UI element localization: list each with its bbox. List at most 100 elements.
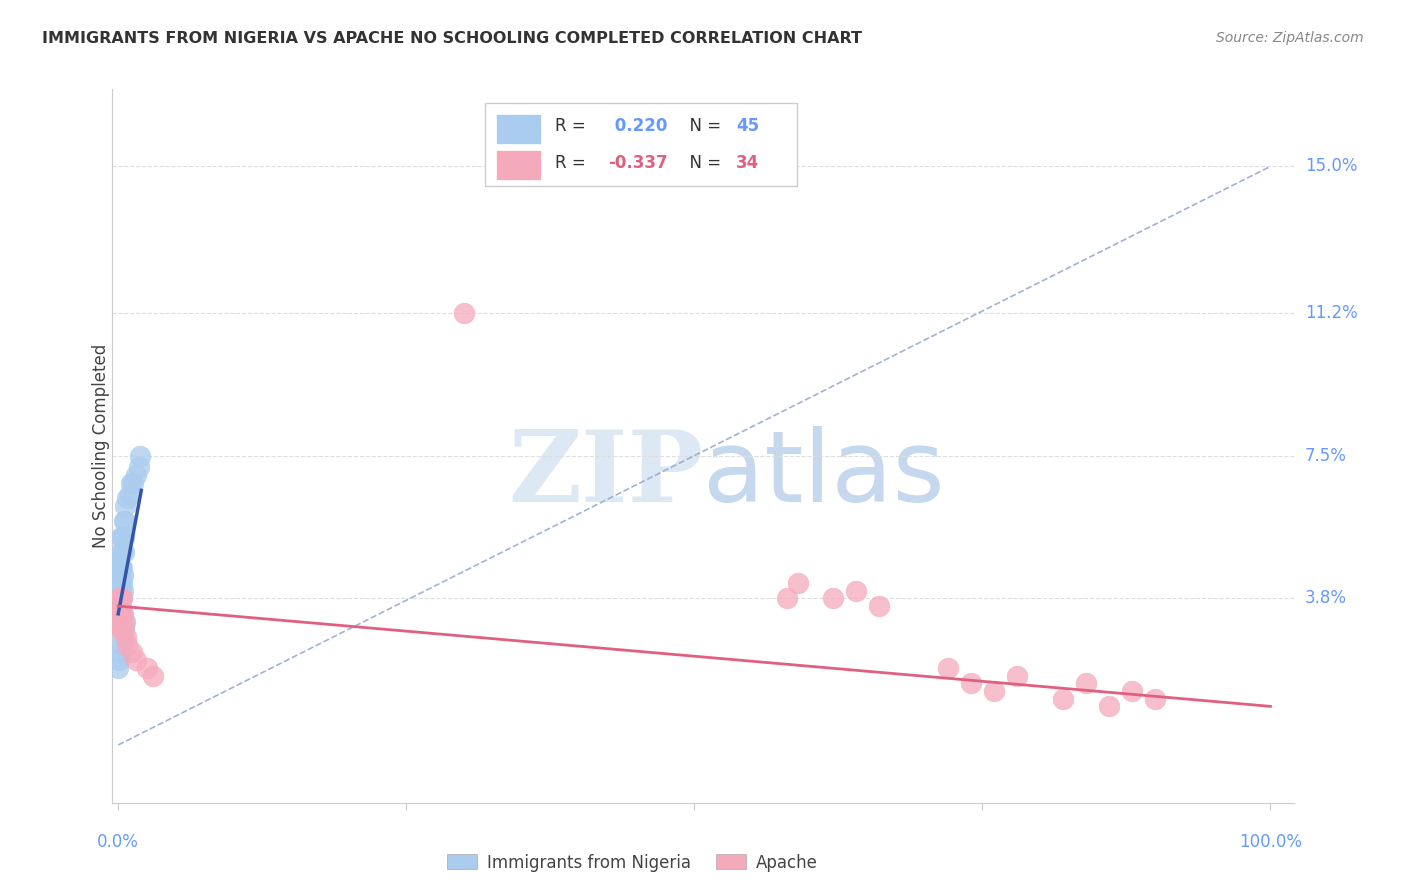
Point: [111, 530, 134, 544]
Point: [112, 622, 135, 636]
Point: [775, 591, 797, 606]
Point: [107, 607, 129, 621]
Point: [110, 622, 132, 636]
Point: [108, 599, 131, 613]
Point: [1098, 699, 1121, 714]
Point: [110, 560, 132, 574]
Point: [107, 607, 129, 621]
Point: [110, 583, 132, 598]
Point: [111, 622, 134, 636]
Point: [117, 638, 139, 652]
Point: [453, 306, 475, 320]
Point: [111, 638, 134, 652]
Point: [120, 475, 142, 490]
Text: 0.0%: 0.0%: [97, 833, 139, 851]
Bar: [496, 151, 541, 180]
Point: [114, 615, 136, 629]
Text: -0.337: -0.337: [609, 153, 668, 171]
Text: 0.220: 0.220: [609, 118, 666, 136]
Text: 34: 34: [737, 153, 759, 171]
Point: [111, 568, 134, 582]
Point: [111, 607, 134, 621]
Point: [821, 591, 844, 606]
Point: [936, 661, 959, 675]
Point: [136, 661, 159, 675]
Point: [111, 576, 134, 591]
Point: [111, 583, 134, 598]
Point: [111, 591, 134, 606]
Point: [115, 630, 138, 644]
Point: [108, 553, 131, 567]
Text: N =: N =: [679, 153, 727, 171]
Point: [1144, 691, 1167, 706]
Point: [129, 449, 152, 463]
Point: [121, 645, 143, 659]
Point: [114, 514, 136, 528]
Point: [1121, 684, 1143, 698]
Point: [108, 591, 131, 606]
Text: R =: R =: [555, 153, 592, 171]
Point: [110, 568, 132, 582]
Point: [114, 499, 136, 513]
Point: [110, 591, 132, 606]
Y-axis label: No Schooling Completed: No Schooling Completed: [93, 344, 110, 548]
Point: [110, 591, 132, 606]
Point: [845, 583, 868, 598]
Point: [107, 661, 129, 675]
Point: [108, 576, 131, 591]
Point: [110, 607, 132, 621]
Point: [108, 568, 131, 582]
Point: [110, 530, 132, 544]
Point: [117, 491, 139, 505]
Point: [108, 653, 131, 667]
Point: [110, 545, 132, 559]
Point: [110, 607, 132, 621]
Point: [124, 467, 146, 482]
Point: [108, 583, 131, 598]
Text: atlas: atlas: [703, 426, 945, 523]
Point: [128, 460, 150, 475]
Point: [111, 591, 134, 606]
Point: [1052, 691, 1074, 706]
Point: [108, 560, 131, 574]
Point: [122, 475, 145, 490]
Point: [112, 615, 135, 629]
Text: 7.5%: 7.5%: [1305, 447, 1347, 465]
Text: 11.2%: 11.2%: [1305, 304, 1357, 322]
Point: [110, 599, 132, 613]
Point: [110, 645, 132, 659]
Text: Source: ZipAtlas.com: Source: ZipAtlas.com: [1216, 31, 1364, 45]
Point: [118, 487, 141, 501]
Point: [868, 599, 890, 613]
Point: [108, 599, 131, 613]
Text: 45: 45: [737, 118, 759, 136]
Text: 3.8%: 3.8%: [1305, 590, 1347, 607]
Point: [108, 591, 131, 606]
Text: 100.0%: 100.0%: [1239, 833, 1302, 851]
Legend: Immigrants from Nigeria, Apache: Immigrants from Nigeria, Apache: [441, 848, 823, 877]
Point: [1005, 668, 1028, 682]
Point: [112, 530, 135, 544]
Point: [111, 560, 134, 574]
Point: [108, 607, 131, 621]
Point: [787, 576, 810, 591]
Point: [111, 607, 134, 621]
Point: [111, 622, 134, 636]
Bar: [496, 114, 541, 145]
FancyBboxPatch shape: [485, 103, 797, 186]
Point: [112, 514, 135, 528]
Point: [108, 607, 131, 621]
Point: [124, 653, 146, 667]
Point: [1074, 676, 1097, 690]
Point: [142, 668, 165, 682]
Point: [960, 676, 983, 690]
Text: R =: R =: [555, 118, 592, 136]
Text: 15.0%: 15.0%: [1305, 157, 1357, 176]
Point: [111, 630, 134, 644]
Point: [112, 545, 135, 559]
Point: [983, 684, 1005, 698]
Text: N =: N =: [679, 118, 727, 136]
Text: ZIP: ZIP: [508, 426, 703, 523]
Point: [110, 576, 132, 591]
Text: IMMIGRANTS FROM NIGERIA VS APACHE NO SCHOOLING COMPLETED CORRELATION CHART: IMMIGRANTS FROM NIGERIA VS APACHE NO SCH…: [42, 31, 862, 46]
